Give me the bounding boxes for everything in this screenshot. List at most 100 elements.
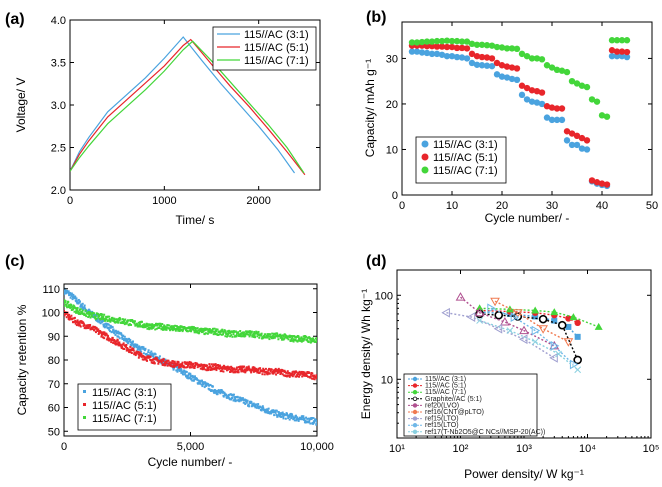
data-point bbox=[287, 417, 290, 420]
data-point bbox=[204, 381, 207, 384]
x-tick-label: 40 bbox=[596, 200, 608, 212]
series-line-2 bbox=[70, 40, 305, 174]
legend-swatch bbox=[83, 390, 86, 393]
data-point bbox=[110, 339, 113, 342]
data-point bbox=[262, 335, 265, 338]
data-point bbox=[608, 37, 616, 44]
data-point bbox=[108, 328, 111, 331]
data-point bbox=[224, 335, 227, 338]
legend-marker bbox=[412, 403, 418, 408]
data-point bbox=[538, 325, 548, 334]
data-point bbox=[231, 396, 234, 399]
data-point bbox=[147, 349, 150, 352]
data-point bbox=[111, 326, 114, 329]
data-point bbox=[140, 353, 143, 356]
data-point bbox=[107, 326, 110, 329]
data-point bbox=[122, 334, 125, 337]
data-point bbox=[158, 355, 161, 358]
data-point bbox=[483, 54, 491, 61]
data-point bbox=[148, 328, 151, 331]
data-point bbox=[277, 368, 280, 371]
data-point bbox=[87, 316, 90, 319]
data-point bbox=[247, 365, 250, 368]
data-point bbox=[179, 367, 182, 370]
data-point bbox=[123, 323, 126, 326]
x-tick-label: 10 bbox=[446, 200, 458, 212]
y-axis-label: Capacity retention % bbox=[15, 304, 29, 415]
data-point bbox=[234, 397, 237, 400]
data-point bbox=[187, 373, 190, 376]
data-point bbox=[224, 331, 227, 334]
data-point bbox=[183, 361, 186, 364]
data-point bbox=[453, 37, 461, 45]
data-point bbox=[68, 293, 71, 296]
data-point bbox=[103, 331, 106, 334]
data-point bbox=[550, 340, 560, 351]
data-point bbox=[93, 329, 96, 332]
data-point bbox=[261, 337, 264, 340]
data-point bbox=[413, 39, 421, 46]
data-point bbox=[145, 356, 148, 359]
data-point bbox=[493, 43, 501, 51]
data-point bbox=[258, 371, 261, 374]
data-point bbox=[101, 320, 104, 323]
data-point bbox=[149, 354, 152, 357]
data-point bbox=[188, 377, 191, 380]
data-point bbox=[136, 348, 139, 351]
data-point bbox=[175, 327, 178, 330]
data-point bbox=[473, 41, 481, 48]
data-point bbox=[227, 368, 230, 371]
data-point bbox=[143, 323, 146, 326]
data-point bbox=[130, 323, 133, 326]
data-point bbox=[200, 364, 203, 367]
data-point bbox=[172, 362, 175, 365]
data-point bbox=[231, 335, 234, 338]
data-point bbox=[268, 367, 271, 370]
data-point bbox=[252, 335, 255, 338]
data-point bbox=[301, 373, 304, 376]
data-point bbox=[207, 329, 210, 332]
data-point bbox=[488, 62, 496, 70]
data-point bbox=[433, 43, 441, 50]
y-tick-label: 100 bbox=[375, 290, 393, 302]
data-point bbox=[238, 368, 241, 371]
data-point bbox=[285, 371, 288, 374]
data-point bbox=[147, 327, 150, 330]
data-point bbox=[293, 335, 296, 338]
data-point bbox=[73, 305, 76, 308]
legend-label: ref17(T-Nb2O5@C NCs//MSP-20(AC)) bbox=[425, 429, 545, 436]
data-point bbox=[74, 322, 77, 325]
data-point bbox=[284, 370, 287, 373]
data-point bbox=[179, 325, 182, 328]
data-point bbox=[508, 45, 516, 52]
legend-marker bbox=[412, 376, 418, 382]
legend: 115//AC (3:1)115//AC (5:1)115//AC (7:1) bbox=[77, 383, 172, 431]
data-point bbox=[273, 414, 276, 417]
data-point bbox=[297, 371, 300, 374]
data-point bbox=[523, 52, 531, 60]
data-point bbox=[192, 327, 195, 330]
data-point bbox=[167, 359, 170, 362]
data-point bbox=[315, 423, 317, 426]
data-point bbox=[238, 335, 241, 338]
data-point bbox=[261, 405, 264, 408]
data-point bbox=[300, 337, 303, 340]
data-point bbox=[253, 330, 256, 333]
data-point bbox=[135, 322, 138, 325]
data-point bbox=[109, 320, 112, 323]
data-point bbox=[140, 350, 143, 353]
data-point bbox=[302, 415, 305, 418]
data-point bbox=[260, 409, 263, 412]
data-point bbox=[265, 408, 268, 412]
data-point bbox=[503, 74, 511, 81]
data-point bbox=[111, 336, 114, 339]
data-point bbox=[249, 369, 252, 372]
data-point bbox=[563, 128, 571, 135]
data-point bbox=[216, 333, 219, 336]
data-point bbox=[83, 305, 86, 308]
data-point bbox=[270, 337, 273, 340]
legend-box bbox=[77, 383, 172, 431]
data-point bbox=[593, 98, 601, 105]
data-point bbox=[234, 330, 237, 333]
